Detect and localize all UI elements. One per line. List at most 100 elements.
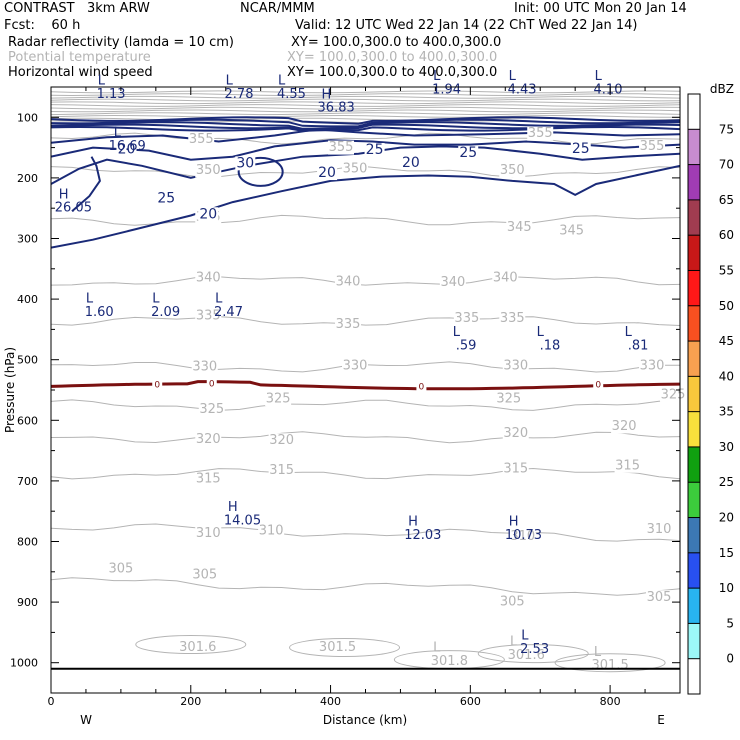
theta-label-bg [611, 419, 638, 434]
theta-label-bg [495, 392, 522, 407]
wind-extremum-letter: L [114, 126, 122, 141]
x-tick-label: 400 [320, 695, 341, 708]
theta-extremum-letter: L [510, 635, 518, 650]
wind-label-bg [235, 156, 256, 171]
theta-label-bg [639, 139, 666, 154]
theta-label: 315 [269, 463, 294, 478]
colorbar-swatch [688, 199, 700, 236]
wind-label-bg [458, 146, 479, 161]
y-tick-label: 100 [17, 111, 38, 124]
wind-extremum-value: 36.83 [318, 101, 355, 116]
colorbar-level-label: 65 [719, 193, 734, 207]
zero-dbz-contour [51, 380, 680, 391]
theta-extremum-letter: L [594, 645, 602, 660]
zero-label-bg [593, 378, 604, 393]
header-init: Init: 00 UTC Mon 20 Jan 14 [514, 1, 687, 16]
header-center: NCAR/MMM [240, 1, 315, 16]
theta-label: 315 [503, 461, 528, 476]
theta-extremum-value: 301.5 [319, 640, 356, 655]
contour-labels: 3553553553553503503503453453453403403403… [55, 69, 687, 673]
field-name-wind: Horizontal wind speed [8, 65, 153, 80]
jet-core-contour-4 [51, 125, 680, 132]
wind-extremum-value: 4.10 [594, 83, 623, 98]
theta-contour-305 [51, 577, 680, 596]
theta-contour-upper-0 [51, 90, 680, 94]
colorbar-swatch [688, 552, 700, 589]
y-axis-label: Pressure (hPa) [3, 347, 17, 433]
theta-extremum-value: 301.6 [179, 640, 216, 655]
colorbar-level-label: 40 [719, 369, 734, 383]
theta-label-bg [335, 275, 362, 290]
wind-label-bg [364, 143, 385, 158]
theta-label: 335 [500, 311, 525, 326]
colorbar-swatch [688, 482, 700, 518]
theta-label: 305 [192, 567, 217, 582]
theta-label-bg [614, 458, 641, 473]
theta-contour-upper-2 [51, 95, 680, 99]
colorbar-level-label: 20 [719, 511, 734, 525]
wind-extremum-value: 2.09 [151, 305, 180, 320]
theta-contour-upper-4 [51, 101, 680, 105]
header-model: CONTRAST 3km ARW [4, 1, 150, 16]
wind-extremum-letter: H [408, 515, 418, 530]
wind-extremum-letter: L [521, 629, 529, 644]
theta-label-bg [268, 463, 295, 478]
theta-extremum-letter: L [433, 641, 441, 656]
field-xy-wind: XY= 100.0,300.0 to 400.0,300.0 [287, 65, 498, 80]
theta-loop-1 [289, 638, 401, 658]
colorbar-swatch [688, 376, 700, 412]
y-tick-label: 1000 [10, 657, 38, 670]
wind-extremum-value: 2.47 [214, 305, 243, 320]
colorbar-unit: dBZ [710, 82, 734, 96]
zero-label-bg [206, 376, 217, 391]
x-axis-label: Distance (km) [323, 713, 407, 727]
theta-label: 325 [496, 392, 521, 407]
theta-label-bg [198, 402, 225, 417]
wind-extremum-letter: L [152, 292, 160, 307]
colorbar-swatch [688, 517, 700, 553]
colorbar-swatch [688, 164, 700, 200]
wind-extremum-value: 2.78 [225, 87, 254, 102]
colorbar-level-label: 60 [719, 228, 734, 242]
zero-label-bg [152, 378, 163, 393]
theta-label: 350 [500, 163, 525, 178]
y-tick-label: 500 [17, 354, 38, 367]
theta-label: 310 [196, 526, 221, 541]
theta-label-bg [439, 275, 466, 290]
theta-label-bg [558, 224, 585, 239]
zero-contour-label: 0 [595, 381, 601, 391]
wind-contour-0 [51, 164, 680, 249]
theta-contour-upper-7 [51, 109, 680, 113]
field-name-theta: Potential temperature [8, 50, 151, 65]
wind-label: 20 [318, 165, 336, 181]
wind-label: 25 [366, 142, 384, 158]
wind-extremum-letter: H [59, 187, 69, 202]
wind-extremum-value: .81 [628, 338, 649, 353]
theta-label: 325 [661, 387, 686, 402]
header-valid: Valid: 12 UTC Wed 22 Jan 14 (22 ChT Wed … [295, 18, 638, 33]
theta-label: 340 [440, 275, 465, 290]
theta-contour-320 [51, 431, 680, 444]
colorbar-swatch [688, 94, 700, 130]
wind-label: 30 [236, 155, 254, 171]
wind-extremum-value: 12.03 [404, 528, 441, 543]
colorbar-level-label: 10 [719, 581, 734, 595]
theta-label: 315 [196, 472, 221, 487]
colorbar-level-label: 5 [726, 616, 734, 630]
theta-contour-upper-8 [51, 112, 680, 116]
theta-label-bg [502, 461, 529, 476]
wind-extremum-letter: L [537, 325, 545, 340]
zero-label-bg [416, 379, 427, 394]
colorbar-swatch [688, 588, 700, 624]
colorbar-level-label: 30 [719, 440, 734, 454]
wind-label-bg [317, 166, 338, 181]
theta-extremum-value: 301.8 [431, 654, 468, 669]
wind-label-bg [570, 141, 591, 156]
wind-extremum-letter: L [278, 73, 286, 88]
theta-label: 320 [612, 419, 637, 434]
theta-label: 355 [640, 139, 665, 154]
wind-label-bg [400, 155, 421, 170]
theta-label: 350 [343, 161, 368, 176]
colorbar-level-label: 45 [719, 334, 734, 348]
colorbar-frame [687, 93, 701, 695]
